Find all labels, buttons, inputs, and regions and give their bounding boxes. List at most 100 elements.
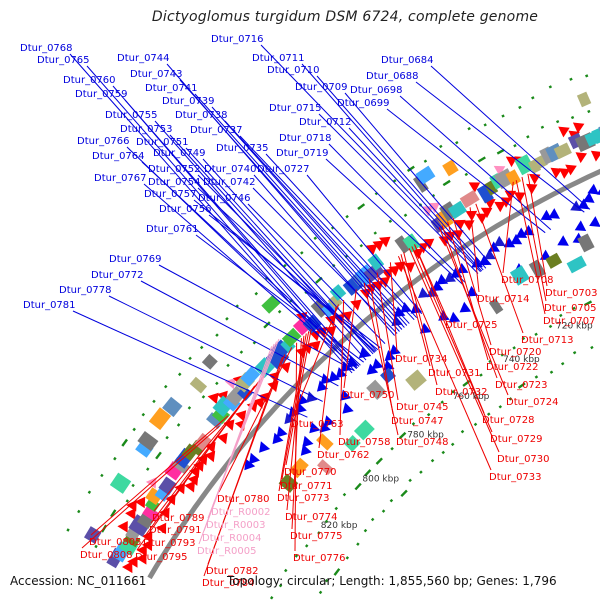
- forward-gene-arrow: [259, 441, 271, 453]
- reverse-gene-arrow: [216, 432, 228, 445]
- forward-gene-label: Dtur_0764: [92, 151, 145, 162]
- reverse-gene-category: [135, 439, 154, 458]
- gc-dot: [304, 544, 309, 548]
- gc-dot: [477, 156, 486, 163]
- rna-gene-label: Dtur_R0005: [197, 546, 256, 557]
- leader-line: [260, 44, 481, 273]
- reverse-gene-arrow: [204, 450, 216, 463]
- gc-dot: [393, 179, 397, 183]
- forward-gene-arrow: [431, 280, 444, 292]
- forward-gene-label: Dtur_0741: [145, 83, 198, 94]
- reverse-gene-label: Dtur_0793: [143, 538, 196, 549]
- forward-gene-arrow: [297, 393, 309, 406]
- forward-gene-arrow: [300, 444, 312, 456]
- gc-dot: [141, 412, 146, 417]
- gc-dot: [294, 554, 299, 558]
- forward-gene-label: Dtur_0698: [350, 85, 403, 96]
- gc-dot: [359, 243, 364, 248]
- forward-gene-arrow: [302, 435, 314, 448]
- forward-gene-arrow: [488, 241, 500, 252]
- reverse-gene-label: Dtur_0734: [395, 354, 448, 365]
- gc-dot: [334, 506, 339, 511]
- gc-dot: [357, 203, 366, 210]
- forward-gene-arrow: [448, 311, 461, 323]
- forward-gene-arrow: [515, 227, 528, 238]
- gc-dot: [239, 350, 244, 354]
- label-leader-lines: [69, 44, 591, 577]
- forward-gene-label: Dtur_0718: [279, 133, 332, 144]
- leader-line: [339, 299, 345, 436]
- gc-dot: [278, 583, 283, 588]
- forward-gene-arrow: [342, 402, 354, 414]
- forward-gene-arrow: [479, 254, 491, 266]
- forward-gene-arrow: [583, 192, 595, 203]
- forward-gene-category: [317, 459, 334, 476]
- forward-gene-label: Dtur_0737: [190, 125, 243, 136]
- leader-line: [344, 92, 492, 266]
- gc-dot: [411, 422, 416, 426]
- forward-gene-category: [353, 419, 375, 441]
- reverse-gene-arrow: [505, 156, 518, 168]
- gc-dot: [518, 105, 522, 110]
- forward-gene-label: Dtur_0755: [105, 110, 158, 121]
- reverse-gene-category: [240, 366, 261, 387]
- reverse-gene-label: Dtur_0758: [338, 437, 391, 448]
- reverse-gene-label: Dtur_0724: [506, 397, 559, 408]
- reverse-gene-arrow: [422, 238, 435, 250]
- reverse-gene-label: Dtur_0774: [285, 512, 338, 523]
- leader-line: [502, 181, 514, 274]
- leader-line: [224, 120, 410, 324]
- leader-line: [194, 93, 405, 328]
- reverse-gene-category: [447, 200, 468, 220]
- leader-line: [325, 158, 463, 285]
- leader-line: [389, 262, 398, 353]
- forward-gene-arrow: [456, 262, 469, 274]
- forward-gene-category: [545, 252, 563, 269]
- leader-line: [108, 295, 323, 402]
- reverse-gene-arrow: [558, 168, 571, 179]
- reverse-gene-label: Dtur_0730: [497, 454, 550, 465]
- gc-dot: [201, 395, 206, 399]
- forward-gene-label: Dtur_0711: [252, 53, 305, 64]
- gc-dot: [483, 123, 487, 127]
- reverse-gene-category: [505, 169, 522, 187]
- accession-text: Accession: NC_011661: [10, 574, 147, 588]
- forward-gene-arrow: [418, 287, 430, 298]
- forward-gene-arrow: [306, 391, 318, 403]
- gc-dot: [375, 457, 383, 465]
- forward-gene-label: Dtur_0688: [366, 71, 419, 82]
- gc-dot: [442, 179, 451, 187]
- reverse-gene-category: [553, 142, 572, 160]
- leader-line: [318, 113, 479, 274]
- forward-gene-label: Dtur_0754: [148, 177, 201, 188]
- reverse-gene-arrow: [572, 122, 585, 134]
- gc-dot: [569, 77, 573, 81]
- gc-dot: [77, 509, 81, 514]
- gc-dot: [94, 544, 98, 549]
- reverse-gene-category: [84, 526, 102, 544]
- reverse-gene-category: [576, 91, 592, 108]
- reverse-gene-arrow: [454, 219, 466, 231]
- forward-gene-arrow: [389, 344, 401, 356]
- forward-gene-label: Dtur_0699: [337, 98, 390, 109]
- gc-dot: [100, 473, 104, 478]
- forward-gene-label: Dtur_0753: [120, 124, 173, 135]
- forward-gene-arrow: [596, 189, 600, 195]
- gc-dot: [389, 498, 394, 503]
- reverse-gene-label: Dtur_0775: [290, 531, 343, 542]
- leader-line: [154, 120, 367, 361]
- forward-gene-label: Dtur_0768: [20, 43, 73, 54]
- leader-line: [430, 65, 591, 210]
- reverse-gene-arrow: [309, 340, 321, 352]
- leader-line: [265, 153, 418, 319]
- reverse-gene-label: Dtur_0745: [396, 402, 449, 413]
- leader-line: [306, 174, 423, 315]
- forward-gene-category: [288, 457, 309, 479]
- forward-gene-category: [509, 265, 530, 286]
- tick-label: 740 kbp: [503, 355, 540, 365]
- map-title: Dictyoglomus turgidum DSM 6724, complete…: [151, 9, 539, 25]
- gc-dot: [381, 509, 386, 513]
- reverse-gene-category: [415, 165, 436, 185]
- leader-line: [158, 264, 355, 372]
- forward-gene-category: [528, 259, 547, 279]
